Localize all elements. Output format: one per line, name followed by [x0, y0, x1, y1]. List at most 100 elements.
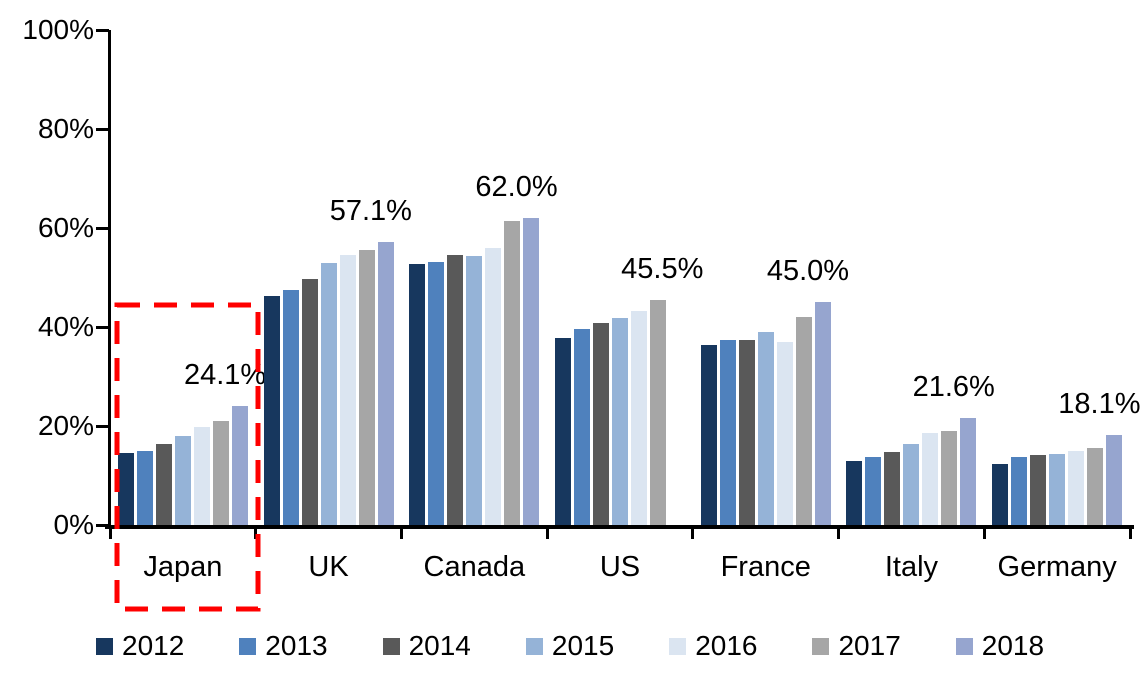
bar-italy-2017 [941, 431, 958, 525]
y-tick-label-60: 60% [37, 212, 94, 243]
legend-label-2013: 2013 [265, 630, 328, 661]
data-label-france: 45.0% [766, 255, 850, 288]
bar-germany-2016 [1068, 450, 1085, 525]
bar-group-germany: 18.1% [984, 30, 1141, 525]
legend-swatch-2017 [812, 637, 830, 655]
bar-uk-2018 [377, 242, 394, 525]
legend-label-2017: 2017 [838, 630, 901, 661]
bar-canada-2012 [409, 264, 426, 525]
legend: 2012 2013 2014 2015 2016 2017 2018 [96, 630, 1044, 662]
category-label-us: US [599, 551, 641, 583]
category-axis: Japan UK Canada US France Italy Germany [110, 551, 1130, 584]
bar-germany-2015 [1049, 453, 1066, 525]
data-label-uk: 57.1% [329, 195, 412, 228]
bar-uk-2017 [358, 249, 375, 525]
y-tick-label-80: 80% [37, 113, 94, 144]
bar-us-2012 [555, 337, 572, 525]
legend-item-2014: 2014 [382, 630, 471, 662]
bar-group-canada: 62.0% [401, 30, 558, 525]
bar-france-2012 [700, 345, 717, 525]
legend-item-2017: 2017 [812, 630, 901, 662]
category-label-canada: Canada [423, 551, 526, 583]
bar-us-2015 [612, 318, 629, 525]
legend-label-2012: 2012 [122, 630, 185, 661]
bar-germany-2014 [1030, 455, 1047, 525]
legend-item-2018: 2018 [955, 630, 1045, 662]
category-label-germany: Germany [997, 551, 1117, 583]
legend-label-2014: 2014 [408, 630, 471, 661]
bar-canada-2015 [466, 256, 483, 525]
bar-japan-2017 [212, 421, 229, 525]
bar-japan-2018 [231, 405, 248, 525]
category-label-uk: UK [308, 551, 349, 583]
legend-swatch-2014 [382, 637, 400, 655]
y-tick-mark-20 [96, 424, 109, 428]
x-tick-mark-5 [837, 529, 841, 539]
y-tick-label-20: 20% [37, 410, 94, 441]
bar-italy-2018 [960, 418, 977, 525]
legend-label-2016: 2016 [695, 630, 758, 661]
legend-swatch-2018 [955, 637, 973, 655]
bar-japan-2016 [193, 426, 210, 525]
plot-area: 24.1% 57.1% 62.0% 45.5% 45.0% 21.6% 18.1% [110, 30, 1141, 525]
bar-germany-2013 [1011, 456, 1028, 525]
bar-japan-2014 [155, 443, 172, 525]
bar-group-france: 45.0% [693, 30, 849, 525]
bar-group-japan: 24.1% [110, 30, 266, 525]
bar-japan-2012 [117, 452, 134, 525]
x-axis-line [105, 525, 1134, 529]
bar-italy-2014 [884, 452, 901, 525]
bar-canada-2016 [485, 247, 502, 525]
legend-item-2015: 2015 [525, 630, 615, 662]
bar-uk-2012 [263, 296, 280, 525]
bar-canada-2013 [428, 262, 445, 525]
bar-japan-2015 [174, 436, 191, 525]
y-axis-line [108, 30, 111, 527]
bar-japan-2013 [136, 451, 153, 525]
data-label-us: 45.5% [621, 252, 704, 285]
bar-group-uk: 57.1% [256, 30, 412, 525]
y-tick-mark-60 [96, 226, 109, 230]
category-label-france: France [720, 551, 811, 583]
category-label-japan: Japan [143, 551, 223, 583]
bar-italy-2015 [903, 443, 920, 525]
bar-us-2013 [574, 328, 591, 525]
y-tick-label-100: 100% [22, 14, 94, 45]
bar-france-2016 [776, 341, 793, 525]
data-label-japan: 24.1% [183, 358, 267, 391]
x-tick-mark-3 [545, 529, 549, 539]
y-tick-label-0: 0% [53, 509, 94, 540]
bar-uk-2013 [282, 289, 299, 525]
bar-germany-2018 [1106, 435, 1123, 525]
legend-swatch-2015 [525, 637, 543, 655]
bar-uk-2015 [320, 262, 337, 525]
bar-france-2013 [719, 339, 736, 525]
x-tick-mark-0 [108, 529, 112, 539]
legend-swatch-2016 [669, 637, 687, 655]
x-tick-mark-6 [982, 529, 986, 539]
data-label-italy: 21.6% [912, 371, 995, 404]
legend-item-2012: 2012 [96, 630, 184, 662]
bar-group-us: 45.5% [547, 30, 703, 525]
bar-uk-2016 [339, 254, 356, 525]
bar-france-2017 [795, 316, 812, 525]
bar-italy-2012 [846, 461, 863, 525]
y-tick-label-40: 40% [37, 311, 94, 342]
y-tick-mark-40 [96, 325, 109, 329]
bar-italy-2016 [922, 432, 939, 525]
x-tick-mark-2 [399, 529, 403, 539]
category-label-italy: Italy [884, 551, 939, 583]
legend-label-2018: 2018 [981, 630, 1045, 661]
bar-canada-2018 [523, 218, 540, 525]
bar-france-2015 [757, 331, 774, 525]
bar-france-2018 [814, 302, 831, 525]
y-tick-mark-80 [96, 127, 109, 131]
bar-germany-2012 [992, 464, 1009, 525]
legend-item-2016: 2016 [669, 630, 757, 662]
legend-label-2015: 2015 [551, 630, 615, 661]
legend-swatch-2013 [239, 637, 257, 655]
data-label-germany: 18.1% [1058, 388, 1141, 421]
y-tick-mark-100 [96, 28, 109, 32]
legend-swatch-2012 [96, 637, 113, 655]
